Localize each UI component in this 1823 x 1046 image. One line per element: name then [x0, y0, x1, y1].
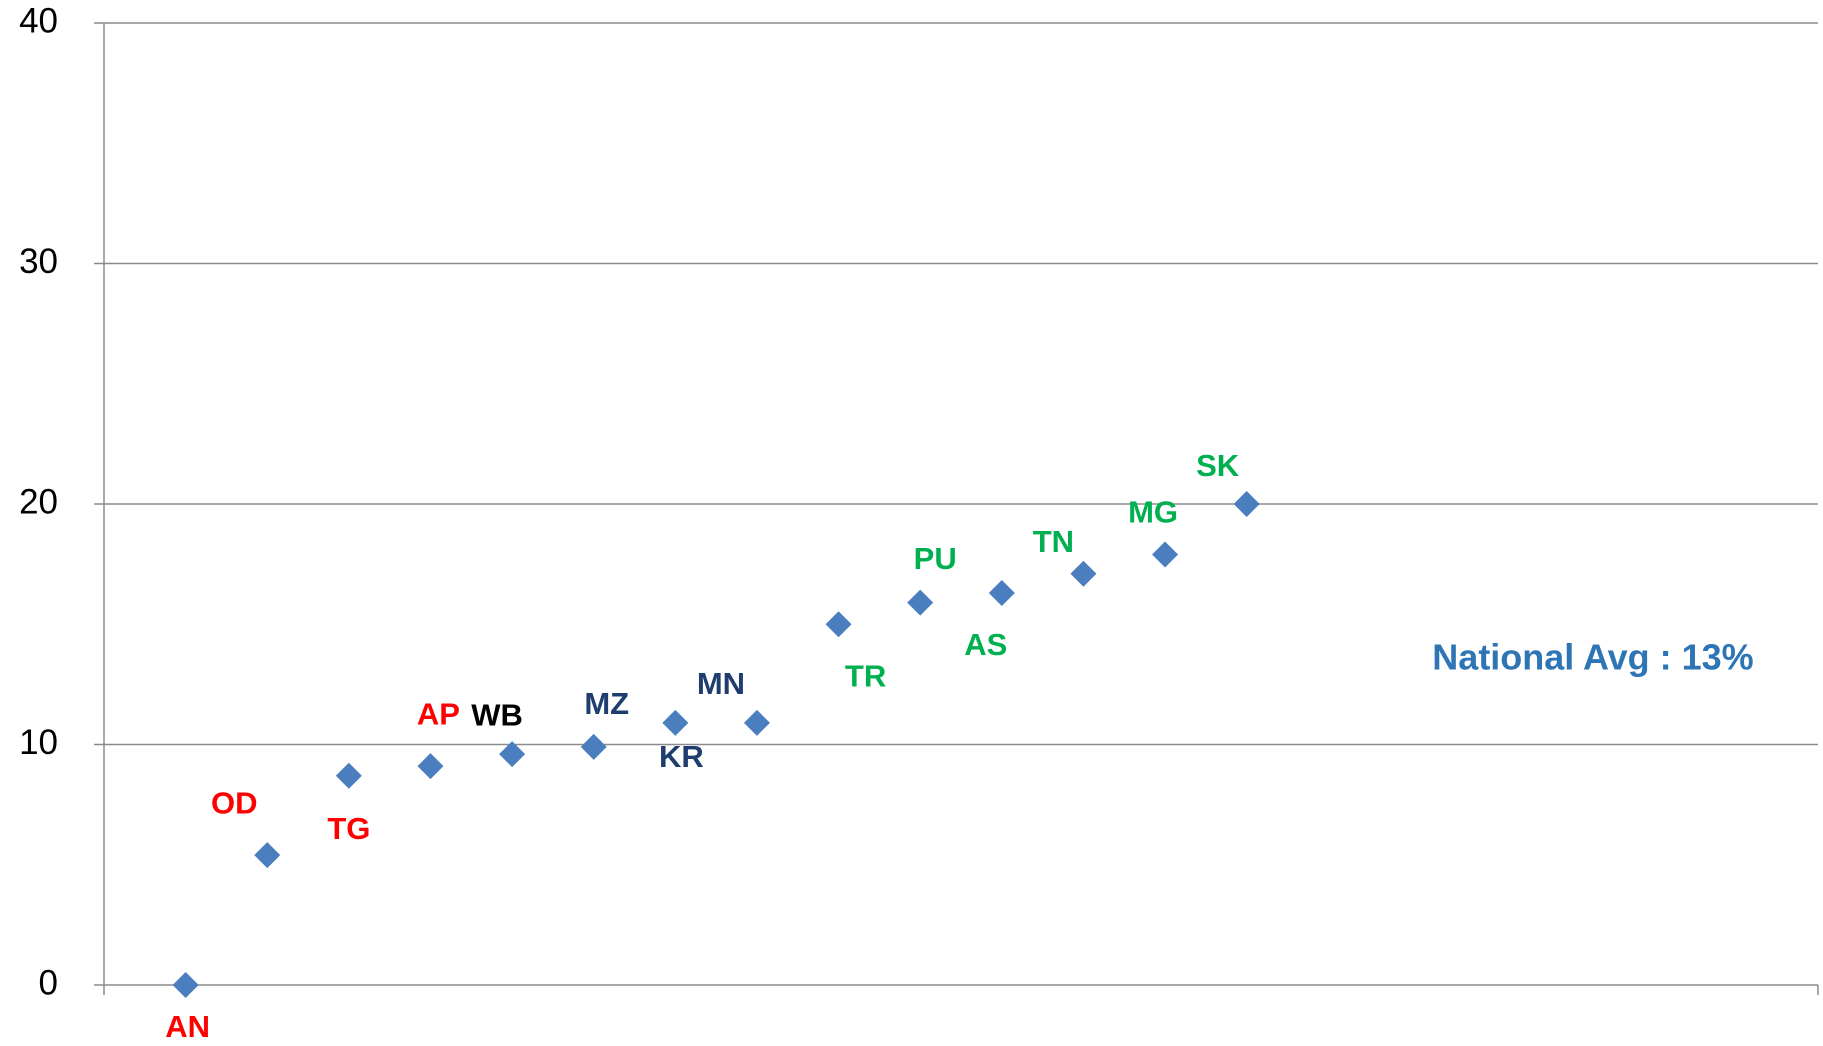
point-label: OD: [211, 785, 258, 820]
point: [580, 733, 607, 760]
point-label: AN: [165, 1009, 210, 1044]
point: [825, 611, 852, 638]
point: [662, 709, 689, 736]
point: [335, 762, 362, 789]
point-label: AP: [417, 696, 460, 731]
point-label: TN: [1033, 524, 1074, 559]
annotation: National Avg : 13%: [1432, 637, 1753, 678]
point-label: MG: [1128, 495, 1178, 530]
point: [172, 972, 199, 998]
point-label: PU: [914, 541, 957, 576]
point: [1233, 491, 1260, 517]
y-tick-label: 30: [19, 242, 58, 281]
point-label: KR: [659, 739, 704, 774]
point: [499, 741, 526, 768]
point-label: MN: [697, 666, 745, 701]
point: [1152, 541, 1179, 568]
point-label: TR: [845, 658, 886, 693]
point-label: TG: [327, 811, 370, 846]
point: [907, 589, 934, 616]
y-tick-label: 0: [39, 963, 58, 1002]
y-tick-label: 10: [19, 723, 58, 762]
point: [417, 753, 444, 780]
y-tick-label: 40: [19, 1, 58, 40]
point-label: SK: [1196, 448, 1240, 483]
point: [254, 842, 281, 869]
point-label: WB: [471, 697, 523, 732]
point: [988, 579, 1015, 606]
y-tick-label: 20: [19, 482, 58, 521]
point: [1070, 560, 1097, 587]
point-label: AS: [964, 627, 1007, 662]
point-label: MZ: [584, 686, 629, 721]
point: [743, 709, 770, 736]
